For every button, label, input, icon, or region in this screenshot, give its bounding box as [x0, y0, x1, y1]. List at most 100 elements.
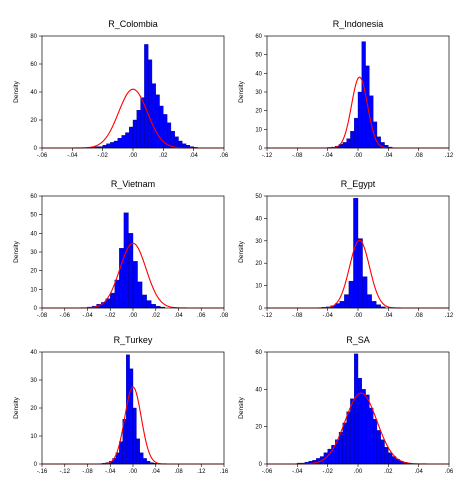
histogram-bar — [384, 447, 389, 465]
histogram-bar — [350, 398, 355, 465]
y-tick-label: 60 — [255, 34, 262, 40]
histogram-bar — [353, 198, 359, 309]
panel-title: R_Colombia — [108, 19, 158, 29]
y-tick-label: 10 — [255, 127, 262, 133]
x-tick-label: -.02 — [97, 153, 108, 159]
y-tick-label: 0 — [34, 462, 38, 468]
y-tick-label: 50 — [30, 213, 37, 219]
panel-title: R_SA — [346, 335, 370, 345]
histogram-bar — [110, 142, 115, 149]
histogram-bar — [354, 117, 359, 149]
y-tick-label: 50 — [255, 53, 262, 59]
histogram-bar — [371, 301, 377, 309]
y-axis-label: Density — [238, 80, 245, 102]
histogram-bar — [132, 119, 137, 149]
y-tick-label: 40 — [30, 90, 37, 96]
histogram-bar — [346, 411, 351, 465]
x-tick-label: .06 — [220, 153, 229, 159]
panel-r-turkey: R_Turkey Density -.16 -.12 -.08 -.04 .00 .04 .08… — [13, 335, 229, 475]
y-tick-label: 0 — [259, 306, 263, 312]
x-tick-label: -.04 — [322, 153, 333, 159]
x-tick-label: .04 — [414, 469, 423, 475]
histogram-bar — [151, 304, 156, 309]
panel-r-egypt: R_Egypt Density -.12 -.08 -.04 .00 .04 .08 .12 0 1… — [238, 179, 454, 319]
x-tick-label: .12 — [445, 153, 454, 159]
x-tick-label: .00 — [129, 153, 138, 159]
x-tick-label: -.08 — [292, 153, 303, 159]
histogram-bar — [357, 377, 362, 465]
panel-title: R_Vietnam — [111, 179, 155, 189]
panel-r-indonesia: R_Indonesia Density -.12 -.08 -.04 .00 .04 .08.… — [238, 19, 454, 159]
histogram-bar — [143, 458, 147, 465]
panel-r-vietnam: R_Vietnam Density -.08 -.06 -.04 -.02 .00 .02 .0… — [13, 179, 229, 319]
histogram-bar — [362, 276, 368, 309]
histogram-bar — [178, 140, 183, 149]
x-tick-label: -.12 — [262, 153, 273, 159]
panel-r-sa: R_SA Density -.06 -.04 -.02 .00 .02 .04 .06 0 20 40… — [238, 335, 454, 475]
histogram-bar — [119, 248, 125, 309]
y-tick-label: 0 — [34, 306, 38, 312]
y-axis-label: Density — [13, 240, 20, 262]
y-tick-label: 0 — [259, 462, 263, 468]
histogram-bar — [141, 294, 147, 309]
histogram-bar — [365, 394, 370, 465]
x-tick-label: .12 — [197, 469, 206, 475]
y-tick-label: 40 — [255, 71, 262, 77]
y-tick-label: 40 — [30, 350, 37, 356]
histogram-bar — [102, 145, 107, 149]
y-tick-label: 20 — [255, 261, 262, 267]
y-tick-label: 60 — [255, 350, 262, 356]
x-tick-label: -.02 — [105, 313, 116, 319]
x-tick-label: .08 — [414, 313, 423, 319]
x-tick-label: -.06 — [60, 313, 71, 319]
histogram-bar — [338, 432, 344, 465]
histogram-bar — [376, 430, 381, 465]
histogram-bar — [151, 83, 156, 149]
x-tick-label: .08 — [174, 469, 183, 475]
histogram-bar — [342, 422, 347, 465]
x-tick-label: .04 — [152, 469, 161, 475]
panel-r-colombia: R_Colombia Density -.06 -.04 -.02 .00 .02 .04 .0… — [13, 19, 229, 159]
histogram-bar — [121, 135, 126, 149]
y-tick-label: 80 — [30, 34, 37, 40]
histogram-bar — [372, 419, 378, 465]
histogram-bar — [339, 301, 345, 309]
x-tick-label: -.06 — [37, 153, 48, 159]
histogram-bar — [348, 280, 354, 309]
x-tick-label: -.04 — [105, 469, 116, 475]
y-tick-label: 20 — [30, 118, 37, 124]
x-tick-label: -.06 — [262, 469, 273, 475]
histogram-bar — [354, 353, 359, 465]
histogram-bar — [132, 407, 137, 465]
histogram-bar — [170, 131, 175, 149]
y-tick-label: 20 — [30, 269, 37, 275]
x-tick-label: -.04 — [322, 313, 333, 319]
histogram-bar — [357, 91, 362, 149]
x-tick-label: .06 — [197, 313, 206, 319]
x-tick-label: .02 — [159, 153, 168, 159]
histogram-bar — [388, 452, 393, 465]
x-tick-label: -.08 — [292, 313, 303, 319]
x-tick-label: .00 — [354, 153, 363, 159]
x-tick-label: -.04 — [292, 469, 303, 475]
x-tick-label: -.12 — [262, 313, 273, 319]
x-tick-label: .04 — [174, 313, 183, 319]
y-tick-label: 30 — [255, 90, 262, 96]
x-tick-label: .12 — [445, 313, 454, 319]
histogram-bar — [123, 212, 129, 309]
histogram-bar — [117, 138, 122, 149]
histogram-bar — [137, 281, 143, 309]
histogram-bar — [350, 131, 355, 149]
y-tick-label: 0 — [259, 146, 263, 152]
x-tick-label: .08 — [220, 313, 229, 319]
histogram-bar — [129, 368, 134, 465]
histogram-bar — [155, 94, 160, 149]
histogram-bar — [140, 97, 145, 149]
panel-title: R_Egypt — [341, 179, 376, 189]
y-axis-label: Density — [238, 240, 245, 262]
histogram-bar — [106, 143, 111, 149]
x-tick-label: .04 — [189, 153, 198, 159]
x-tick-label: -.16 — [37, 469, 48, 475]
histogram-bar — [357, 238, 363, 309]
